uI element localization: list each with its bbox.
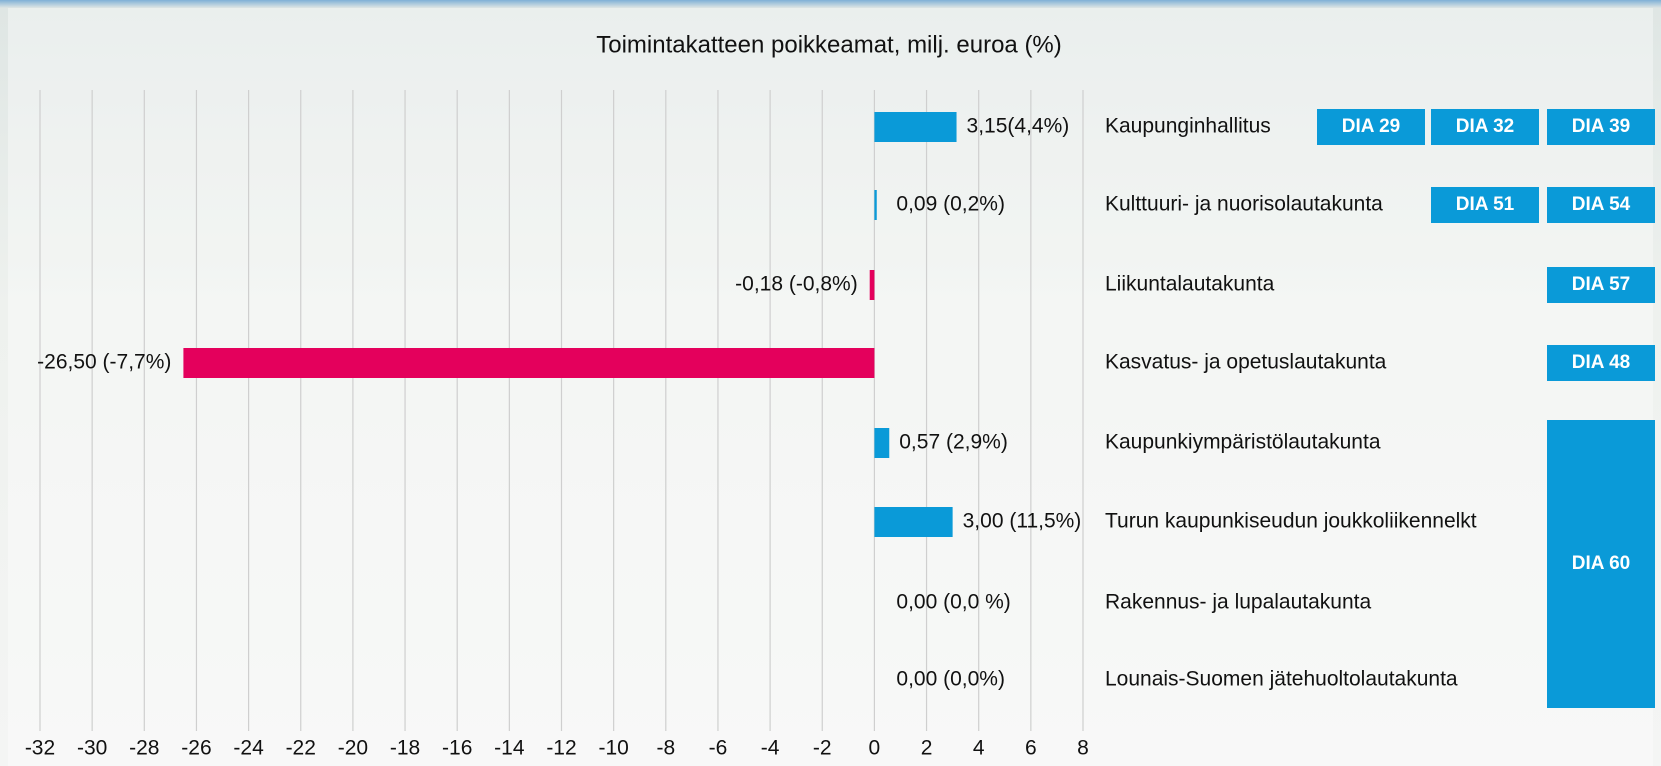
x-tick-label: -2 [813,737,832,760]
value-label: -0,18 (-0,8%) [735,273,858,296]
bar [874,507,953,537]
value-label: 0,57 (2,9%) [899,431,1008,454]
x-tick-label: -20 [338,737,368,760]
x-tick-label: -32 [25,737,55,760]
x-tick-label: -12 [546,737,576,760]
category-label: Kasvatus- ja opetuslautakunta [1105,351,1387,374]
slide-link-label[interactable]: DIA 57 [1572,274,1630,295]
x-tick-label: -4 [761,737,780,760]
slide-link-button[interactable] [1317,109,1425,145]
category-label: Liikuntalautakunta [1105,273,1275,296]
slide-link-label[interactable]: DIA 48 [1572,352,1630,373]
category-label: Rakennus- ja lupalautakunta [1105,591,1372,614]
bar [874,112,957,142]
value-label: 0,09 (0,2%) [896,193,1005,216]
bar [874,428,890,458]
slide-link-button[interactable] [1547,345,1655,381]
x-tick-label: -26 [181,737,211,760]
value-label: 0,00 (0,0 %) [896,591,1010,614]
slide-link-button[interactable] [1431,109,1539,145]
x-tick-label: -22 [286,737,316,760]
slide-link-button[interactable] [1547,420,1655,708]
x-tick-label: -18 [390,737,420,760]
x-tick-label: -8 [656,737,675,760]
category-label: Turun kaupunkiseudun joukkoliikennelkt [1105,510,1477,533]
slide-link-label[interactable]: DIA 51 [1456,194,1515,215]
x-tick-label: -14 [494,737,525,760]
x-tick-label: -28 [129,737,159,760]
slide-link-label[interactable]: DIA 29 [1342,116,1400,137]
x-tick-label: -16 [442,737,472,760]
bar [183,348,875,378]
slide-link-button[interactable] [1547,267,1655,303]
chart-title: Toimintakatteen poikkeamat, milj. euroa … [596,31,1062,58]
slide-link-button[interactable] [1431,187,1539,223]
slide-link-button[interactable] [1547,187,1655,223]
x-tick-label: 4 [973,737,985,760]
slide-link-label[interactable]: DIA 54 [1572,194,1631,215]
x-tick-label: 2 [921,737,933,760]
x-tick-label: 6 [1025,737,1037,760]
slide-link-button[interactable] [1547,109,1655,145]
x-tick-label: -24 [233,737,264,760]
slide-link-label[interactable]: DIA 32 [1456,116,1514,137]
slide-link-label[interactable]: DIA 39 [1572,116,1630,137]
category-label: Kulttuuri- ja nuorisolautakunta [1105,193,1383,216]
value-label: 0,00 (0,0%) [896,668,1005,691]
value-label: 3,15(4,4%) [967,115,1070,138]
x-tick-label: -30 [77,737,107,760]
category-label: Kaupunginhallitus [1105,115,1271,138]
x-tick-label: -6 [709,737,728,760]
slide-link-label[interactable]: DIA 60 [1572,553,1630,574]
x-tick-label: -10 [598,737,628,760]
value-label: 3,00 (11,5%) [963,510,1082,533]
category-label: Kaupunkiympäristölautakunta [1105,431,1381,454]
bar [874,190,877,220]
category-label: Lounais-Suomen jätehuoltolautakunta [1105,668,1458,691]
x-tick-label: 0 [869,737,881,760]
value-label: -26,50 (-7,7%) [37,351,171,374]
x-tick-label: 8 [1077,737,1089,760]
bar [869,270,875,300]
